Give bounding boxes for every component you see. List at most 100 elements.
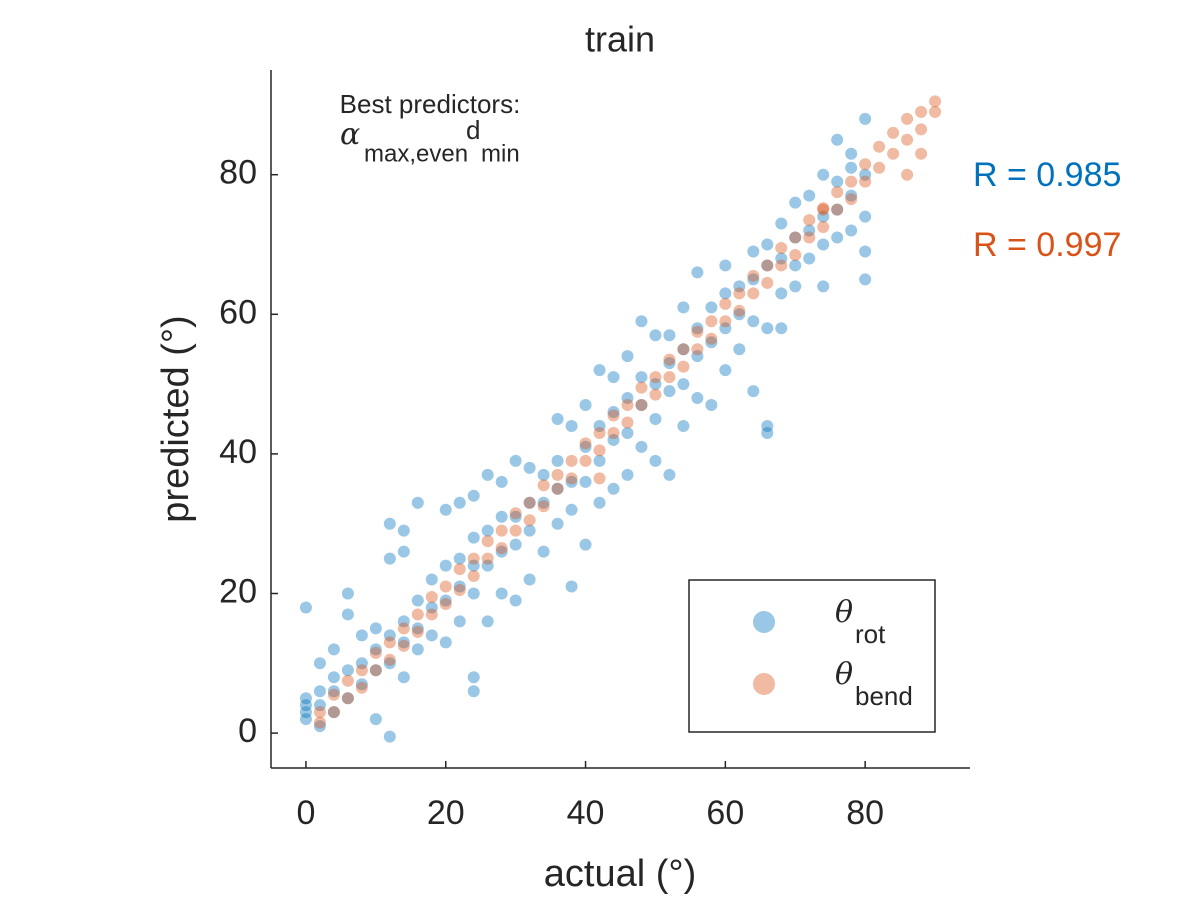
point (299, 601, 312, 614)
point (915, 123, 928, 136)
point (509, 454, 522, 467)
point (635, 399, 648, 412)
point (761, 276, 774, 289)
point (369, 643, 382, 656)
point (733, 280, 746, 293)
point (425, 629, 438, 642)
point (663, 385, 676, 398)
point (719, 364, 732, 377)
point (523, 573, 536, 586)
point (733, 308, 746, 321)
point (299, 692, 312, 705)
point (481, 552, 494, 565)
point (481, 524, 494, 537)
point (327, 706, 340, 719)
point (565, 580, 578, 593)
point (775, 287, 788, 300)
point (621, 426, 634, 439)
point (845, 224, 858, 237)
point (537, 496, 550, 509)
point (607, 433, 620, 446)
point (831, 231, 844, 244)
point (677, 343, 690, 356)
point (831, 203, 844, 216)
point (327, 685, 340, 698)
point (327, 671, 340, 684)
point (719, 287, 732, 300)
point (411, 625, 424, 638)
point (495, 542, 508, 555)
point (523, 496, 536, 509)
point (439, 636, 452, 649)
point (383, 517, 396, 530)
point (425, 601, 438, 614)
point (397, 524, 410, 537)
point (803, 214, 816, 227)
point (775, 259, 788, 272)
point (621, 350, 634, 363)
point (383, 629, 396, 642)
x-tick-label: 60 (706, 794, 744, 832)
point (355, 629, 368, 642)
point (719, 297, 732, 310)
point (831, 175, 844, 188)
point (635, 381, 648, 394)
point (453, 580, 466, 593)
point (761, 259, 774, 272)
point (411, 496, 424, 509)
point (747, 315, 760, 328)
point (691, 325, 704, 338)
point (705, 336, 718, 349)
point (551, 482, 564, 495)
point (705, 399, 718, 412)
point (761, 238, 774, 251)
point (313, 720, 326, 733)
legend-symbol: θ (835, 657, 853, 692)
point (593, 426, 606, 439)
point (341, 692, 354, 705)
point (915, 147, 928, 160)
point (845, 147, 858, 160)
point (299, 706, 312, 719)
point (327, 688, 340, 701)
point (593, 364, 606, 377)
point (663, 371, 676, 384)
point (845, 193, 858, 206)
point (453, 615, 466, 628)
point (733, 343, 746, 356)
point (509, 538, 522, 551)
point (649, 454, 662, 467)
point (383, 636, 396, 649)
point (565, 472, 578, 485)
point (467, 531, 480, 544)
point (705, 301, 718, 314)
point (397, 545, 410, 558)
point (817, 238, 830, 251)
point (509, 507, 522, 520)
point (635, 315, 648, 328)
point (313, 706, 326, 719)
point (789, 280, 802, 293)
point (313, 716, 326, 729)
point (733, 304, 746, 317)
point (593, 454, 606, 467)
point (341, 608, 354, 621)
point (439, 559, 452, 572)
point (509, 524, 522, 537)
legend-subscript: bend (855, 681, 913, 711)
legend-subscript: rot (855, 619, 886, 649)
point (817, 203, 830, 216)
point (327, 706, 340, 719)
point (467, 489, 480, 502)
point (383, 730, 396, 743)
x-tick-label: 20 (427, 794, 465, 832)
plot-area (299, 95, 942, 743)
annotation-subscript: min (481, 140, 520, 167)
point (523, 514, 536, 527)
point (621, 392, 634, 405)
point (551, 482, 564, 495)
point (439, 580, 452, 593)
point (859, 168, 872, 181)
point (761, 259, 774, 272)
legend-marker (753, 611, 775, 633)
